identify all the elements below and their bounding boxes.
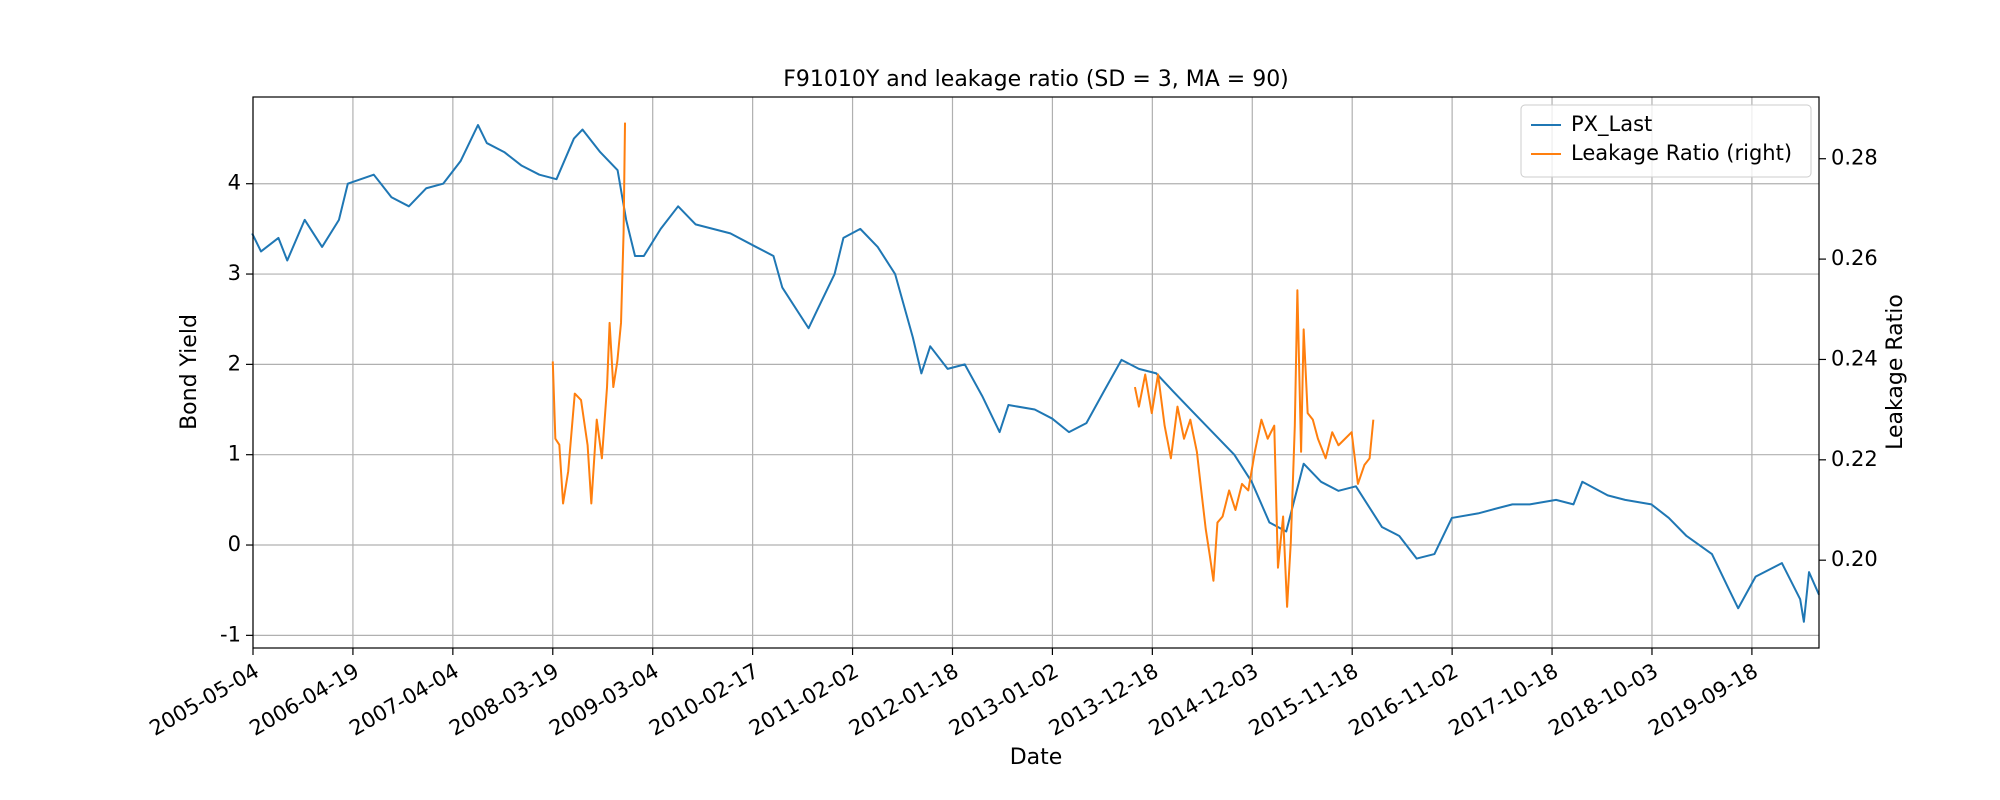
legend-label: Leakage Ratio (right) bbox=[1571, 141, 1792, 165]
x-tick-label: 2013-01-02 bbox=[945, 659, 1063, 741]
y2-tick-label: 0.28 bbox=[1831, 146, 1878, 170]
legend-label: PX_Last bbox=[1571, 112, 1652, 137]
x-tick-label: 2018-10-03 bbox=[1544, 659, 1662, 741]
y-axis-label: Bond Yield bbox=[177, 314, 202, 430]
data-line bbox=[551, 122, 1375, 608]
y-tick-label: -1 bbox=[220, 622, 241, 646]
y2-tick-label: 0.20 bbox=[1831, 547, 1878, 571]
x-tick-label: 2017-10-18 bbox=[1444, 659, 1562, 741]
x-tick-label: 2009-03-04 bbox=[545, 659, 663, 741]
chart-title: F91010Y and leakage ratio (SD = 3, MA = … bbox=[783, 67, 1289, 92]
y-tick-label: 0 bbox=[228, 532, 241, 556]
x-tick-label: 2006-04-19 bbox=[245, 659, 363, 741]
x-tick-label: 2005-05-04 bbox=[145, 659, 263, 741]
data-line bbox=[251, 124, 1820, 623]
legend-box bbox=[1520, 104, 1812, 178]
x-axis-label: Date bbox=[1010, 745, 1063, 770]
y2-tick-label: 0.26 bbox=[1831, 246, 1878, 270]
x-tick-label: 2012-01-18 bbox=[845, 659, 963, 741]
x-tick-label: 2008-03-19 bbox=[445, 659, 563, 741]
y-tick-label: 1 bbox=[228, 442, 241, 466]
y2-tick-label: 0.24 bbox=[1831, 346, 1878, 370]
y2-axis-label: Leakage Ratio bbox=[1883, 294, 1908, 450]
x-tick-label: 2015-11-18 bbox=[1245, 659, 1363, 741]
y2-tick-label: 0.22 bbox=[1831, 447, 1878, 471]
x-tick-label: 2007-04-04 bbox=[345, 659, 463, 741]
x-tick-label: 2010-02-17 bbox=[645, 659, 763, 741]
y-tick-label: 3 bbox=[228, 261, 241, 285]
x-tick-label: 2014-12-03 bbox=[1145, 659, 1263, 741]
x-tick-label: 2013-12-18 bbox=[1045, 659, 1163, 741]
x-tick-label: 2016-11-02 bbox=[1345, 659, 1463, 741]
plot-frame bbox=[252, 96, 1820, 649]
x-tick-label: 2019-09-18 bbox=[1644, 659, 1762, 741]
x-tick-label: 2011-02-02 bbox=[745, 659, 863, 741]
y-tick-label: 2 bbox=[228, 351, 241, 375]
y-tick-label: 4 bbox=[228, 171, 241, 195]
legend: PX_Last Leakage Ratio (right) bbox=[1520, 104, 1812, 178]
